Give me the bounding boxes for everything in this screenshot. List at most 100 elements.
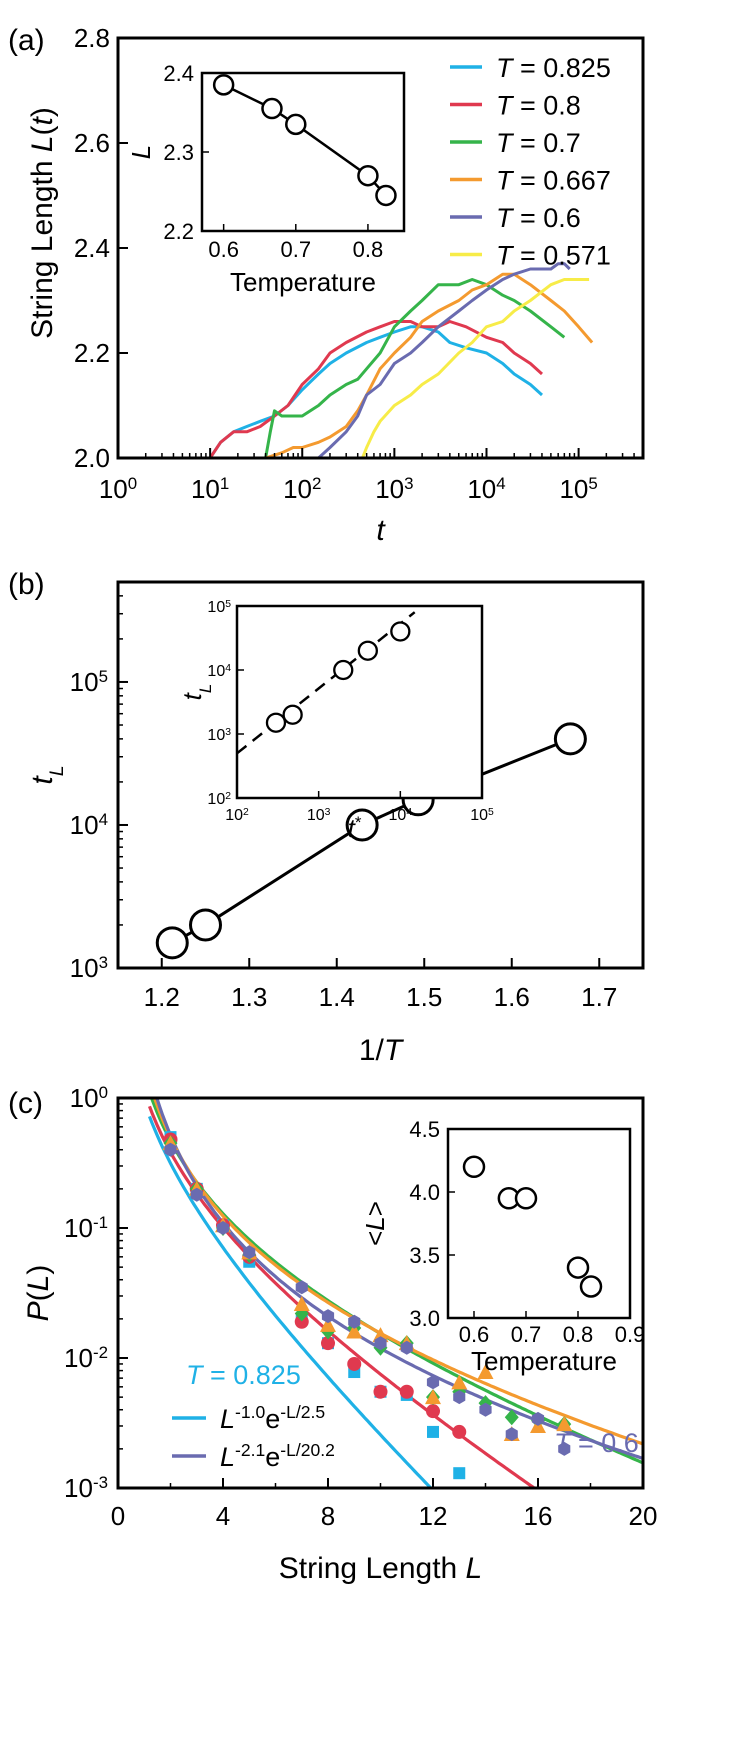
data-point-s4-4	[295, 1280, 308, 1295]
inset-point-1	[261, 97, 283, 120]
x-tick-label-2: 1.4	[319, 982, 355, 1012]
x-tick-label-4: 1.6	[494, 982, 530, 1012]
y-tick-label-2: 2.4	[74, 233, 110, 263]
inset-point-2	[333, 659, 354, 681]
series-line-5	[118, 278, 590, 458]
legend-label-1: L-2.1e-L/20.2	[220, 1440, 335, 1472]
x-tick-label-3: 12	[419, 1501, 448, 1531]
inset-point-2	[514, 1187, 538, 1210]
legend-label-0: L-1.0e-L/2.5	[220, 1402, 325, 1434]
inset-point-1	[282, 704, 303, 725]
y-axis-label: tL	[26, 765, 68, 784]
inset-point-3	[357, 164, 379, 187]
data-point-s4-10	[453, 1390, 466, 1405]
x-tick-label-4: 104	[467, 474, 505, 505]
inset-point-3	[357, 640, 378, 661]
data-point-s1-6	[347, 1356, 362, 1371]
data-point-s4-6	[348, 1314, 361, 1329]
series-line-0	[118, 325, 544, 458]
y-tick-label-2: 105	[70, 666, 108, 697]
data-point-s1-4	[294, 1314, 309, 1329]
data-point-s4-7	[374, 1336, 387, 1351]
inset-y-tick-label-1: 2.3	[163, 140, 194, 165]
legend-label-3: T = 0.667	[496, 166, 611, 196]
data-point-s3-5	[320, 1316, 336, 1332]
data-point-s3-6	[346, 1323, 363, 1339]
fit-curve-1	[148, 1105, 537, 1488]
inset-y-tick-label-1: 3.5	[409, 1243, 440, 1268]
inset-y-tick-label-3: 4.5	[409, 1117, 440, 1142]
inset-y-tick-label-2: 104	[207, 663, 231, 681]
panel-c: (c) 0 4 8 12 16 20 10-3 10-2 10-1 100 String Length…	[8, 1083, 657, 1586]
x-tick-label-1: 4	[216, 1501, 230, 1531]
x-tick-label-0: 0	[111, 1501, 125, 1531]
y-tick-label-1: 104	[70, 809, 108, 840]
inset-x-tick-label-2: 0.8	[563, 1322, 594, 1347]
data-point-s1-5	[321, 1336, 335, 1351]
panel-label: (b)	[8, 568, 45, 601]
data-point-s1-10	[452, 1424, 467, 1439]
inset-point-3	[566, 1256, 590, 1279]
data-point-s2-12	[504, 1409, 519, 1426]
inset-y-tick-label-3: 105	[207, 599, 231, 617]
inset-point-0	[212, 74, 235, 96]
data-point-s3-10	[451, 1374, 468, 1390]
series-line-1	[118, 320, 544, 458]
inset-x-tick-label-0: 0.6	[459, 1322, 490, 1347]
inset-y-axis-label: tL	[177, 684, 215, 701]
x-tick-label-1: 101	[191, 474, 229, 505]
inset-x-tick-label-0: 102	[225, 807, 249, 825]
inset-x-tick-label-1: 103	[307, 807, 331, 825]
inset-x-tick-label-3: 105	[470, 807, 494, 825]
data-point-s4-11	[479, 1402, 492, 1417]
inset-x-axis-label: t*	[348, 813, 362, 844]
x-tick-label-4: 16	[524, 1501, 553, 1531]
inset-x-tick-label-1: 0.7	[280, 237, 311, 262]
data-point-s4-13	[531, 1411, 545, 1426]
inset-x-tick-label-2: 0.8	[353, 237, 384, 262]
data-point-s0-9	[427, 1425, 439, 1438]
series-lines	[118, 262, 594, 458]
data-point-s1-7	[373, 1384, 388, 1399]
y-tick-label-2: 10-1	[64, 1213, 108, 1244]
data-point-s3-11	[477, 1364, 494, 1380]
y-axis-label: P(L)	[22, 1265, 55, 1322]
data-point-s3-9	[425, 1389, 441, 1405]
data-point-s4-5	[321, 1309, 335, 1324]
x-tick-label-5: 1.7	[581, 982, 617, 1012]
data-point-1	[189, 908, 222, 942]
inset-frame	[235, 604, 484, 800]
y-tick-label-1: 10-2	[64, 1343, 108, 1374]
data-point-s3-14	[556, 1416, 573, 1432]
data-markers	[162, 1131, 573, 1480]
panel-label: (a)	[8, 24, 45, 57]
data-point-s4-14	[558, 1441, 571, 1456]
data-point-s4-0	[164, 1142, 177, 1157]
data-point-s4-3	[243, 1245, 256, 1260]
inset-x-tick-label-3: 0.9	[615, 1322, 646, 1347]
data-point-s4-2	[216, 1221, 230, 1235]
x-tick-label-0: 1.2	[144, 982, 180, 1012]
plot-frame	[116, 580, 645, 970]
inset-point-4	[390, 621, 411, 642]
data-point-s4-1	[190, 1187, 203, 1202]
inset-point-4	[579, 1275, 603, 1298]
y-tick-label-1: 2.2	[74, 338, 110, 368]
inset-y-tick-label-2: 2.4	[163, 61, 194, 86]
fit-curve-3	[152, 1098, 643, 1446]
inset-y-tick-label-0: 102	[207, 791, 231, 809]
data-point-s1-8	[399, 1384, 414, 1399]
x-tick-label-2: 8	[321, 1501, 335, 1531]
inset-x-tick-label-2: 104	[389, 807, 413, 825]
x-tick-label-3: 1.5	[406, 982, 442, 1012]
x-tick-label-3: 103	[375, 474, 413, 505]
data-point-s4-9	[426, 1375, 440, 1390]
x-tick-label-2: 102	[283, 474, 321, 505]
inset-x-tick-label-0: 0.6	[208, 237, 239, 262]
data-point-s1-9	[426, 1404, 440, 1419]
x-axis-label: String Length L	[279, 1552, 482, 1585]
y-tick-label-3: 100	[70, 1083, 108, 1114]
x-tick-label-0: 100	[99, 474, 137, 505]
